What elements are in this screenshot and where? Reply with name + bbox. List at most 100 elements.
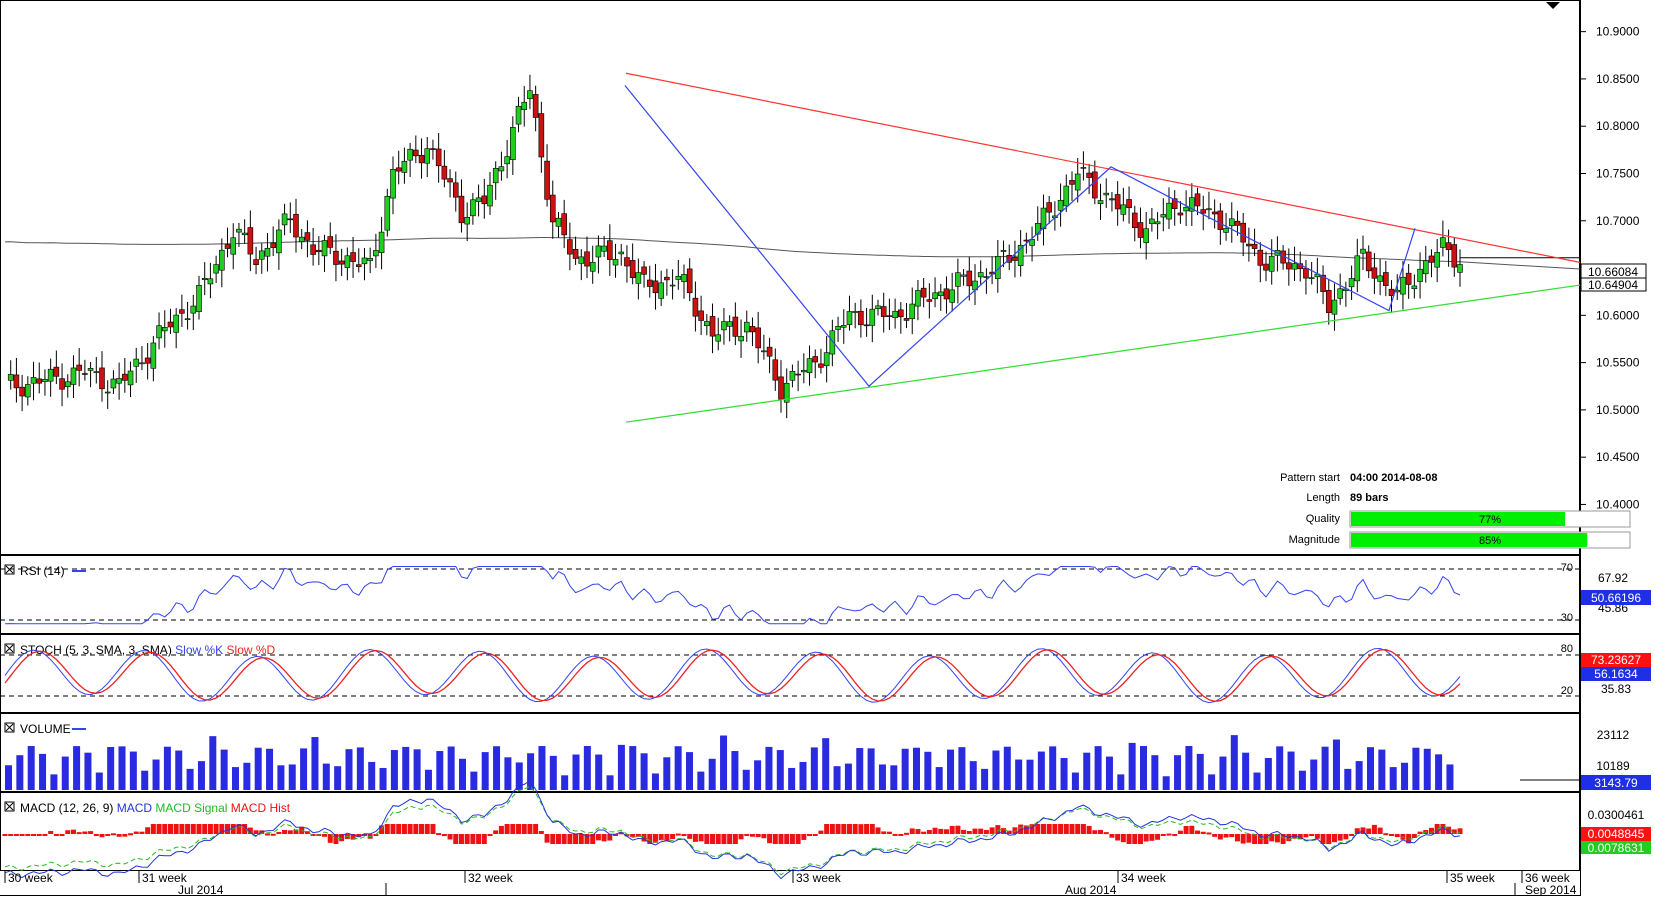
candle-bull (909, 303, 916, 319)
volume-bar (913, 747, 920, 790)
candle-bull (715, 334, 722, 342)
volume-bar (1208, 774, 1216, 790)
macd-hist-bar (356, 834, 362, 838)
macd-hist-bar (533, 824, 539, 834)
volume-bar (163, 746, 171, 790)
macd-hist-bar (578, 834, 584, 844)
candle-bear (1200, 209, 1207, 214)
stoch-title-prefix: STOCH (5, 3, SMA, 3, SMA) (20, 643, 172, 657)
candle-bear (99, 367, 105, 390)
macd-hist-bar (949, 825, 955, 834)
macd-hist-bar (424, 824, 430, 834)
macd-hist-bar (567, 834, 573, 844)
candle-bull (675, 275, 682, 280)
candle-bull (829, 330, 836, 355)
volume-bar (572, 754, 580, 790)
macd-hist-bar (1080, 824, 1086, 834)
volume-bar (39, 753, 47, 790)
macd-hist-bar (1411, 834, 1417, 838)
rsi-70-label: 70 (1561, 562, 1573, 574)
macd-hist-bar (270, 833, 276, 836)
macd-hist-bar (498, 825, 504, 834)
candle-bull (783, 382, 790, 403)
candle-bear (898, 309, 904, 318)
stoch-d-tag (1581, 667, 1651, 681)
macd-hist-bar (881, 831, 887, 834)
macd-hist-bar (630, 834, 636, 838)
candle-bear (1388, 288, 1395, 296)
macd-hist-bar (253, 830, 259, 834)
candle-bear (270, 242, 276, 249)
macd-hist-bar (133, 831, 139, 834)
month-label: Jul 2014 (178, 883, 224, 896)
volume-bar (300, 748, 308, 790)
candle-bear (1325, 290, 1332, 314)
candle-bear (1445, 242, 1452, 250)
candle-bear (749, 326, 756, 333)
candle-bear (549, 194, 556, 223)
macd-hist-bar (487, 834, 493, 836)
stoch-80-label: 80 (1561, 643, 1573, 655)
macd-hist-bar (59, 834, 65, 836)
volume-current-tag (1581, 775, 1651, 790)
candle-bear (82, 373, 88, 375)
candle-bull (184, 318, 191, 320)
macd-hist-bar (128, 833, 134, 836)
volume-bar (583, 746, 591, 790)
macd-hist-bar (310, 834, 316, 836)
macd-hist-bar (1246, 834, 1252, 843)
candle-bear (1023, 239, 1030, 242)
volume-bar (617, 744, 625, 790)
macd-hist-bar (327, 834, 333, 843)
volume-bar (606, 775, 614, 790)
volume-bar (186, 768, 194, 790)
volume-bar (958, 747, 966, 790)
macd-hist-bar (1109, 834, 1115, 838)
candle-bull (527, 90, 533, 99)
candle-bear (778, 376, 784, 400)
volume-bar (765, 746, 773, 790)
candle-bull (1377, 275, 1383, 282)
macd-hist-bar (943, 829, 949, 834)
candle-bear (304, 232, 311, 241)
volume-bar (1162, 776, 1170, 790)
candle-bull (1434, 252, 1440, 268)
macd-hist-bar (955, 825, 961, 834)
ma-price-label: 10.64904 (1588, 278, 1638, 292)
candle-bull (932, 292, 938, 300)
macd-hist-bar (333, 834, 339, 844)
candle-bull (201, 277, 208, 281)
candle-bear (1069, 180, 1075, 185)
macd-hist-label: MACD Hist (231, 801, 291, 815)
candle-bear (224, 244, 231, 249)
volume-bar (1298, 770, 1306, 790)
macd-hist-bar (1371, 824, 1377, 834)
volume-bar (1015, 759, 1023, 790)
candle-bull (1268, 255, 1275, 272)
candle-bear (413, 149, 419, 157)
volume-bar (1412, 747, 1420, 790)
macd-hist-bar (1086, 825, 1092, 834)
macd-hist-bar (647, 834, 653, 844)
candle-bear (1137, 222, 1144, 238)
candle-bull (1103, 192, 1110, 196)
macd-hist-bar (1126, 834, 1132, 844)
candle-bear (1246, 243, 1252, 247)
macd-hist-bar (350, 834, 356, 840)
rsi-current-tag (1581, 590, 1651, 605)
macd-hist-bar (36, 834, 42, 836)
macd-title-prefix: MACD (12, 26, 9) (20, 801, 113, 815)
macd-hist-bar (1035, 824, 1041, 834)
volume-bar (152, 759, 160, 790)
candle-bull (196, 285, 202, 312)
candle-bull (1417, 268, 1423, 282)
volume-bar (595, 754, 603, 790)
volume-bar (254, 747, 262, 790)
macd-hist-bar (710, 834, 716, 844)
candle-bear (1012, 257, 1018, 261)
macd-hist-bar (846, 824, 852, 834)
candle-bull (852, 311, 858, 313)
volume-bar (629, 746, 637, 790)
macd-hist-bar (744, 834, 750, 836)
candle-bear (76, 364, 82, 371)
